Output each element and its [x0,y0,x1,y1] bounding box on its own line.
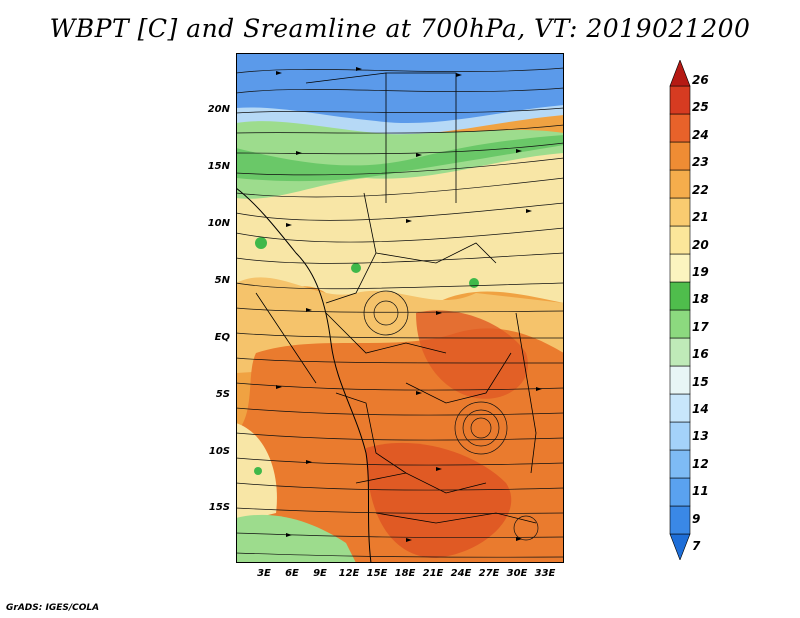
colorbar-label: 23 [692,155,709,170]
region-blue-light [236,105,564,135]
region-green-band-dark [236,135,564,182]
colorbar-segment [669,225,691,255]
colorbar [669,60,691,560]
colorbar-label: 18 [692,292,709,307]
region-red-orange-south [366,442,512,558]
region-red-orange-center [416,310,528,399]
region-green-southwest [236,514,356,563]
lat-label-10n: 10N [207,218,230,229]
colorbar-segment [669,337,691,367]
lon-label-6e: 6E [285,568,299,579]
colorbar-segment [669,141,691,171]
lon-label-12e: 12E [338,568,360,579]
lat-label-5s: 5S [215,389,230,400]
lon-label-3e: 3E [257,568,271,579]
colorbar-label: 20 [692,237,709,252]
weather-map [236,53,564,563]
colorbar-label: 19 [692,264,709,279]
colorbar-label: 9 [692,511,701,526]
colorbar-label: 7 [692,539,701,553]
lon-label-30e: 30E [506,568,528,579]
green-spot [255,237,267,249]
lon-label-24e: 24E [450,568,472,579]
colorbar-segment [669,393,691,423]
colorbar-segment [669,281,691,311]
colorbar-segment [669,169,691,199]
lat-label-15s: 15S [208,502,230,513]
green-spot [469,278,479,288]
lon-label-15e: 15E [366,568,388,579]
colorbar-label: 22 [692,182,709,197]
lat-label-15n: 15N [207,161,230,172]
lat-label-eq: EQ [214,332,230,343]
lon-label-21e: 21E [422,568,444,579]
green-spot [351,263,361,273]
green-spot [254,467,262,475]
lat-label-10s: 10S [208,446,230,457]
colorbar-segment [669,505,691,535]
colorbar-label: 21 [692,210,709,225]
colorbar-label: 11 [692,484,709,499]
grads-credit: GrADS: IGES/COLA [6,603,100,613]
lon-label-33e: 33E [534,568,556,579]
colorbar-label: 14 [692,401,709,416]
lat-label-5n: 5N [214,275,230,286]
colorbar-label: 25 [692,100,709,115]
colorbar-segment [669,253,691,283]
colorbar-segment [669,309,691,339]
colorbar-label: 26 [692,73,709,87]
colorbar-segment [669,197,691,227]
colorbar-label: 17 [692,319,709,334]
lon-label-18e: 18E [394,568,416,579]
colorbar-segment [669,365,691,395]
colorbar-segment [669,421,691,451]
lon-label-27e: 27E [478,568,500,579]
colorbar-segment [669,533,691,560]
colorbar-label: 13 [692,429,709,444]
colorbar-segment [669,85,691,115]
colorbar-label: 24 [692,127,709,142]
colorbar-segment [669,449,691,479]
colorbar-label: 15 [692,374,709,389]
lat-label-20n: 20N [207,104,230,115]
chart-title: WBPT [C] and Sreamline at 700hPa, VT: 20… [49,14,751,43]
colorbar-segment [669,113,691,143]
colorbar-segment [669,60,691,87]
colorbar-label: 16 [692,347,709,362]
colorbar-segment [669,477,691,507]
lon-label-9e: 9E [313,568,327,579]
colorbar-label: 12 [692,456,709,471]
coastline [236,187,372,563]
